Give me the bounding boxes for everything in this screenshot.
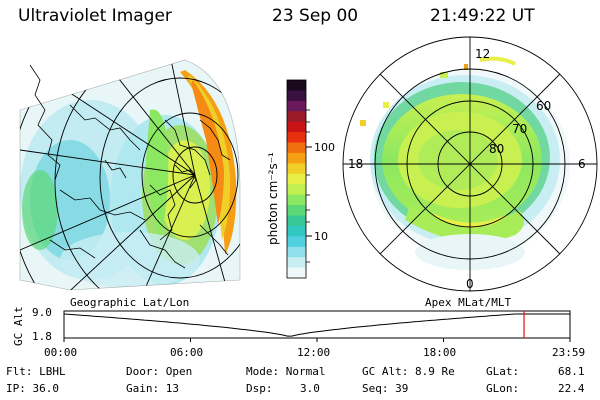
colorbar-tick-100: 100 <box>314 141 335 154</box>
mlt-18-label: 18 <box>348 157 363 171</box>
polar-image: 12 18 6 0 60 70 80 <box>342 36 598 292</box>
timeline-xtick-1800: 18:00 <box>423 346 457 359</box>
color-bar: 100 10 photon cm⁻²s⁻¹ <box>266 79 335 279</box>
glat-label: GLat: <box>486 365 520 378</box>
glon-label: GLon: <box>486 382 520 395</box>
image-time: 21:49:22 UT <box>430 6 535 26</box>
color-bar-segment <box>287 163 306 175</box>
timeline-ytick-low: 1.8 <box>32 330 52 343</box>
gc-altitude-curve <box>63 313 570 337</box>
color-bar-segment <box>287 100 306 112</box>
image-date: 23 Sep 00 <box>272 6 359 26</box>
geographic-image <box>19 59 241 291</box>
dsp-value: 3.0 <box>300 382 320 395</box>
color-bar-segment <box>287 111 306 123</box>
timeline-xtick-0000: 00:00 <box>44 346 78 359</box>
mode-info: Mode: Normal <box>246 365 326 378</box>
mlt-12-label: 12 <box>475 47 490 61</box>
color-bar-segment <box>287 194 306 206</box>
mlt-0-label: 0 <box>466 277 474 291</box>
instrument-title: Ultraviolet Imager <box>18 6 172 26</box>
color-bar-segment <box>287 257 306 269</box>
mlt-6-label: 6 <box>578 157 586 171</box>
color-bar-segment <box>287 225 306 237</box>
glon-value: 22.4 <box>558 382 585 395</box>
color-bar-segment <box>287 152 306 164</box>
ip-info: IP: 36.0 <box>6 382 59 395</box>
filter-info: Flt: LBHL <box>6 365 66 378</box>
color-bar-segment <box>287 246 306 258</box>
color-bar-scale <box>287 80 306 279</box>
color-bar-segment <box>287 184 306 196</box>
glat-value: 68.1 <box>558 365 585 378</box>
color-bar-segment <box>287 142 306 154</box>
color-bar-segment <box>287 90 306 102</box>
mlat-80-label: 80 <box>489 142 504 156</box>
timeline-xtick-0600: 06:00 <box>170 346 204 359</box>
mlat-70-label: 70 <box>512 122 527 136</box>
colorbar-unit-label: photon cm⁻²s⁻¹ <box>266 152 280 245</box>
right-panel-label: Apex MLat/MLT <box>425 296 512 309</box>
dsp-label: Dsp: <box>246 382 273 395</box>
color-bar-segment <box>287 236 306 248</box>
gc-alt-info: GC Alt: 8.9 Re <box>362 365 455 378</box>
colorbar-tick-10: 10 <box>314 230 328 243</box>
timeline-ytick-high: 9.0 <box>32 306 52 319</box>
mlat-60-label: 60 <box>536 99 551 113</box>
color-bar-segment <box>287 215 306 227</box>
seq-info: Seq: 39 <box>362 382 409 395</box>
color-bar-segment <box>287 267 306 279</box>
color-bar-segment <box>287 121 306 133</box>
timeline-xtick-2359: 23:59 <box>552 346 586 359</box>
left-panel-label: Geographic Lat/Lon <box>70 296 190 309</box>
door-info: Door: Open <box>126 365 193 378</box>
gain-info: Gain: 13 <box>126 382 179 395</box>
timeline-xtick-1200: 12:00 <box>297 346 331 359</box>
timeline-plot: GC Alt <box>12 306 571 346</box>
color-bar-segment <box>287 80 306 92</box>
color-bar-segment <box>287 173 306 185</box>
color-bar-segment <box>287 205 306 217</box>
color-bar-segment <box>287 132 306 144</box>
timeline-ylabel: GC Alt <box>12 306 25 346</box>
